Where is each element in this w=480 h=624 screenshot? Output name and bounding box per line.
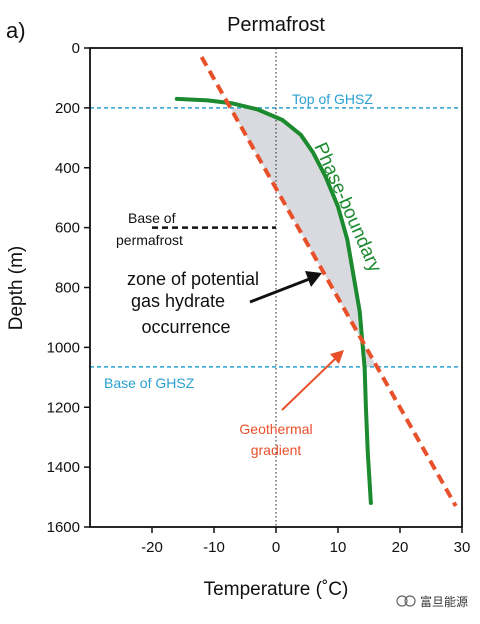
- x-tick-label-3: 10: [330, 539, 347, 556]
- geothermal-label-2: gradient: [251, 442, 302, 458]
- base-ghsz-label: Base of GHSZ: [104, 375, 195, 391]
- y-tick-label-8: 1600: [47, 519, 80, 536]
- x-tick-label-1: -10: [203, 539, 225, 556]
- zone-arrow-head: [305, 271, 322, 287]
- series-clip-group: [174, 55, 458, 508]
- reference-lines: [90, 107, 462, 368]
- hydrate-zone-shading: [230, 107, 377, 367]
- watermark-text: 富旦能源: [420, 594, 468, 609]
- y-tick-label-3: 600: [55, 220, 80, 237]
- y-axis-label: Depth (m): [6, 246, 27, 330]
- series-line-geothermal-gradient: [199, 55, 458, 508]
- axis-ticks: -20 -10 0 10 20 30 0 200 400 600 800 1000 1200 1400 16…: [47, 40, 471, 556]
- y-tick-label-0: 0: [72, 40, 80, 57]
- zone-label-2: gas hydrate: [131, 291, 225, 311]
- geothermal-arrow: [281, 357, 337, 411]
- geothermal-label-1: Geothermal: [239, 421, 312, 437]
- chart-title: Permafrost: [227, 14, 325, 36]
- zone-label-1: zone of potential: [127, 269, 259, 289]
- panel-label: a): [6, 18, 26, 43]
- zone-arrow: [249, 276, 313, 304]
- x-tick-label-4: 20: [392, 539, 409, 556]
- y-tick-label-5: 1000: [47, 339, 80, 356]
- hydrate-zone-polygon: [230, 107, 377, 367]
- x-tick-label-5: 30: [454, 539, 471, 556]
- x-axis-label: Temperature (˚C): [204, 579, 349, 600]
- watermark-icon: [396, 595, 408, 607]
- y-tick-label-1: 200: [55, 100, 80, 117]
- top-ghsz-label: Top of GHSZ: [292, 91, 373, 107]
- base-permafrost-label-1: Base of: [128, 210, 176, 226]
- geothermal-arrow-head: [330, 350, 344, 364]
- x-tick-label-2: 0: [272, 539, 280, 556]
- watermark: 富旦能源: [396, 594, 468, 609]
- y-tick-label-2: 400: [55, 160, 80, 177]
- x-tick-label-0: -20: [141, 539, 163, 556]
- y-tick-label-7: 1400: [47, 459, 80, 476]
- zone-label-3: occurrence: [141, 317, 230, 337]
- y-tick-label-4: 800: [55, 280, 80, 297]
- y-tick-label-6: 1200: [47, 399, 80, 416]
- series-line-phase-boundary: [174, 96, 373, 506]
- series-layer: [174, 55, 458, 508]
- base-permafrost-label-2: permafrost: [116, 232, 183, 248]
